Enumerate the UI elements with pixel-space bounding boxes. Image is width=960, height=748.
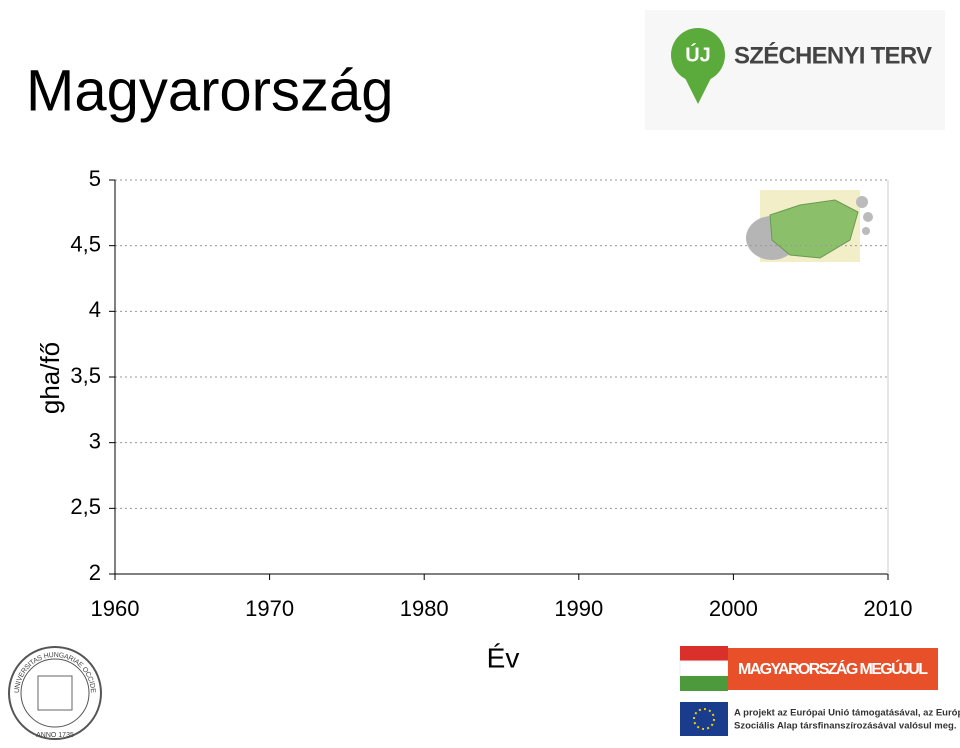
seal-ring bbox=[8, 646, 102, 740]
eu-stars bbox=[693, 708, 715, 730]
szechenyi-logo: ÚJ SZÉCHENYI TERV bbox=[645, 10, 945, 130]
flag-white bbox=[679, 660, 729, 677]
logo-pin-tip bbox=[684, 76, 712, 104]
x-axis-label: Év bbox=[487, 642, 520, 673]
megujul-bg bbox=[728, 648, 938, 690]
y-tick-label: 2 bbox=[89, 560, 101, 585]
x-tick-label: 1970 bbox=[245, 596, 294, 621]
chart-title: Magyarország bbox=[26, 58, 393, 123]
logo-uj: ÚJ bbox=[685, 42, 711, 66]
flag-green bbox=[680, 676, 728, 691]
y-tick-label: 2,5 bbox=[70, 494, 101, 519]
x-tick-label: 2010 bbox=[864, 596, 913, 621]
eu-flag bbox=[680, 702, 728, 736]
toe bbox=[863, 212, 873, 222]
x-tick-label: 1960 bbox=[91, 596, 140, 621]
x-tick-label: 1990 bbox=[554, 596, 603, 621]
seal-emblem bbox=[37, 675, 73, 711]
y-tick-label: 5 bbox=[89, 166, 101, 191]
seal-ring bbox=[20, 658, 90, 728]
x-tick-label: 2000 bbox=[709, 596, 758, 621]
megujul-logo: MAGYARORSZÁG MEGÚJUL A projekt az Európa… bbox=[679, 646, 960, 736]
megujul-text: MAGYARORSZÁG MEGÚJUL bbox=[738, 659, 928, 678]
seal-year: ANNO 1735 bbox=[36, 732, 74, 739]
y-tick-label: 3 bbox=[89, 428, 101, 453]
map-shape bbox=[769, 199, 859, 259]
eu-text-2: Szociális Alap társfinanszírozásával val… bbox=[734, 721, 956, 732]
y-tick-label: 4 bbox=[89, 297, 101, 322]
x-tick-label: 1980 bbox=[400, 596, 449, 621]
toe bbox=[862, 227, 870, 235]
map-image bbox=[746, 190, 873, 262]
toe bbox=[856, 196, 868, 208]
y-tick-label: 3,5 bbox=[70, 363, 101, 388]
eu-text-1: A projekt az Európai Unió támogatásával,… bbox=[734, 708, 960, 719]
flag-red bbox=[680, 646, 728, 661]
y-tick-label: 4,5 bbox=[70, 231, 101, 256]
y-axis-label: gha/fő bbox=[35, 342, 65, 414]
logo-szechenyi: SZÉCHENYI TERV bbox=[734, 41, 932, 69]
logo-pin bbox=[671, 28, 725, 82]
